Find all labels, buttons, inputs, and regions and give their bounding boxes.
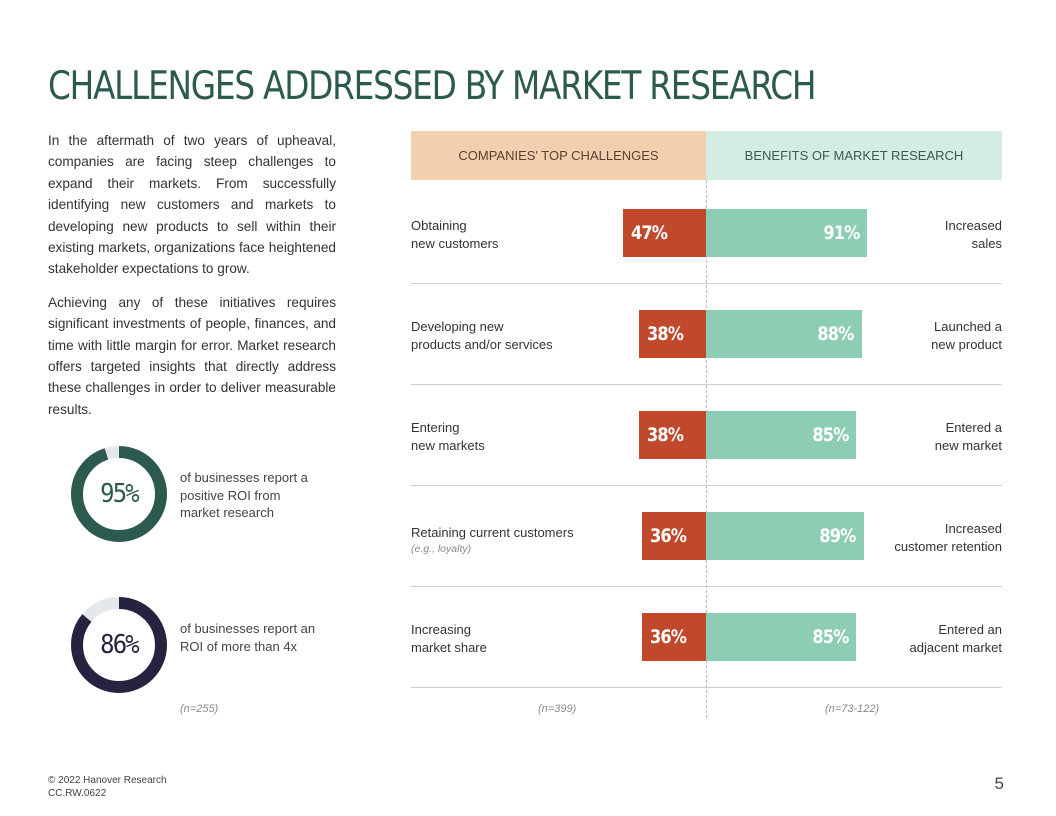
donut-arc xyxy=(71,597,167,693)
page-title: CHALLENGES ADDRESSED BY MARKET RESEARCH xyxy=(48,64,816,109)
intro-paragraph: Achieving any of these initiatives requi… xyxy=(48,294,336,417)
challenge-value: 47% xyxy=(630,222,668,244)
benefit-label: Entered an adjacent market xyxy=(852,621,1003,656)
benefit-value: 89% xyxy=(819,525,856,547)
challenge-label: Retaining current customers (e.g., loyalt… xyxy=(411,524,591,556)
challenge-bar: 36% xyxy=(642,512,706,560)
challenge-value: 38% xyxy=(646,424,684,446)
document-code: CC.RW.0622 xyxy=(48,788,107,799)
challenge-label-line: market share xyxy=(411,639,487,655)
roi-donut-chart: 86% xyxy=(70,596,168,694)
challenge-bar: 38% xyxy=(638,411,706,459)
intro-paragraph: In the aftermath of two years of upheava… xyxy=(48,133,336,277)
benefits-header: BENEFITS OF MARKET RESEARCH xyxy=(706,131,1002,180)
benefit-bar: 91% xyxy=(706,209,868,257)
benefit-value: 85% xyxy=(812,424,849,446)
challenge-label-line: Obtaining xyxy=(411,218,467,233)
challenge-label-line: Retaining current customers xyxy=(411,525,574,540)
row-separator xyxy=(411,283,1002,284)
challenge-value: 38% xyxy=(646,323,684,345)
challenge-value: 36% xyxy=(650,626,687,648)
stat-description: of businesses report a positive ROI from… xyxy=(180,470,308,520)
challenge-value: 36% xyxy=(650,525,687,547)
benefit-label-line: customer retention xyxy=(894,538,1002,554)
benefit-label-line: new market xyxy=(934,437,1002,453)
benefit-value: 85% xyxy=(812,626,849,648)
challenge-bar: 47% xyxy=(622,209,706,257)
benefit-label-line: new product xyxy=(931,336,1002,352)
benefit-label: Increased sales xyxy=(852,217,1002,252)
benefit-label-line: Launched a xyxy=(934,319,1002,334)
row-separator xyxy=(411,687,1002,688)
copyright: © 2022 Hanover Research xyxy=(48,775,167,786)
sample-size-note: (n=73-122) xyxy=(825,703,880,715)
benefit-value: 88% xyxy=(817,323,855,345)
donut-value: 86% xyxy=(100,630,140,660)
challenge-label: Entering new markets xyxy=(411,419,591,454)
donut-ring xyxy=(71,446,167,542)
challenge-example: (e.g., loyalty) xyxy=(411,542,472,555)
benefit-bar: 85% xyxy=(706,411,857,459)
benefit-label-line: Entered a xyxy=(945,420,1002,435)
challenge-label-line: Increasing xyxy=(411,622,471,637)
benefit-label: Launched a new product xyxy=(852,318,1002,353)
donut-value: 95% xyxy=(100,479,140,509)
challenge-label-line: new customers xyxy=(411,235,499,251)
stat-description: of businesses report an ROI of more than… xyxy=(180,621,316,654)
donut-ring xyxy=(71,597,167,693)
challenge-label-line: new markets xyxy=(411,437,485,453)
benefit-label-line: adjacent market xyxy=(909,639,1003,655)
challenge-label-line: Developing new xyxy=(411,319,504,334)
sample-size-note: (n=255) xyxy=(180,703,219,715)
benefit-label: Entered a new market xyxy=(852,419,1002,454)
roi-donut-chart: 95% xyxy=(70,445,168,543)
challenge-label-line: products and/or services xyxy=(411,336,553,352)
challenges-header: COMPANIES' TOP CHALLENGES xyxy=(411,131,706,180)
challenge-bar: 36% xyxy=(642,613,706,661)
benefit-label-line: sales xyxy=(971,235,1002,251)
benefit-bar: 88% xyxy=(706,310,862,358)
page-number: 5 xyxy=(994,774,1004,793)
sample-size-note: (n=399) xyxy=(538,703,577,715)
benefit-label: Increased customer retention xyxy=(852,520,1002,555)
challenge-label-line: Entering xyxy=(411,420,460,435)
challenge-bar: 38% xyxy=(638,310,706,358)
benefit-bar: 89% xyxy=(706,512,864,560)
benefit-label-line: Entered an xyxy=(938,622,1002,637)
intro-text: In the aftermath of two years of upheava… xyxy=(48,130,336,420)
row-separator xyxy=(411,586,1002,587)
challenge-label: Increasing market share xyxy=(411,621,591,656)
challenge-label: Developing new products and/or services xyxy=(411,318,591,353)
row-separator xyxy=(411,384,1002,385)
benefit-label-line: Increased xyxy=(944,218,1002,233)
challenge-label: Obtaining new customers xyxy=(411,217,591,252)
benefit-value: 91% xyxy=(822,222,860,244)
donut-arc xyxy=(71,446,167,542)
row-separator xyxy=(411,485,1002,486)
footer: © 2022 Hanover Research CC.RW.0622 xyxy=(48,774,167,800)
benefit-label-line: Increased xyxy=(944,521,1002,536)
benefit-bar: 85% xyxy=(706,613,857,661)
